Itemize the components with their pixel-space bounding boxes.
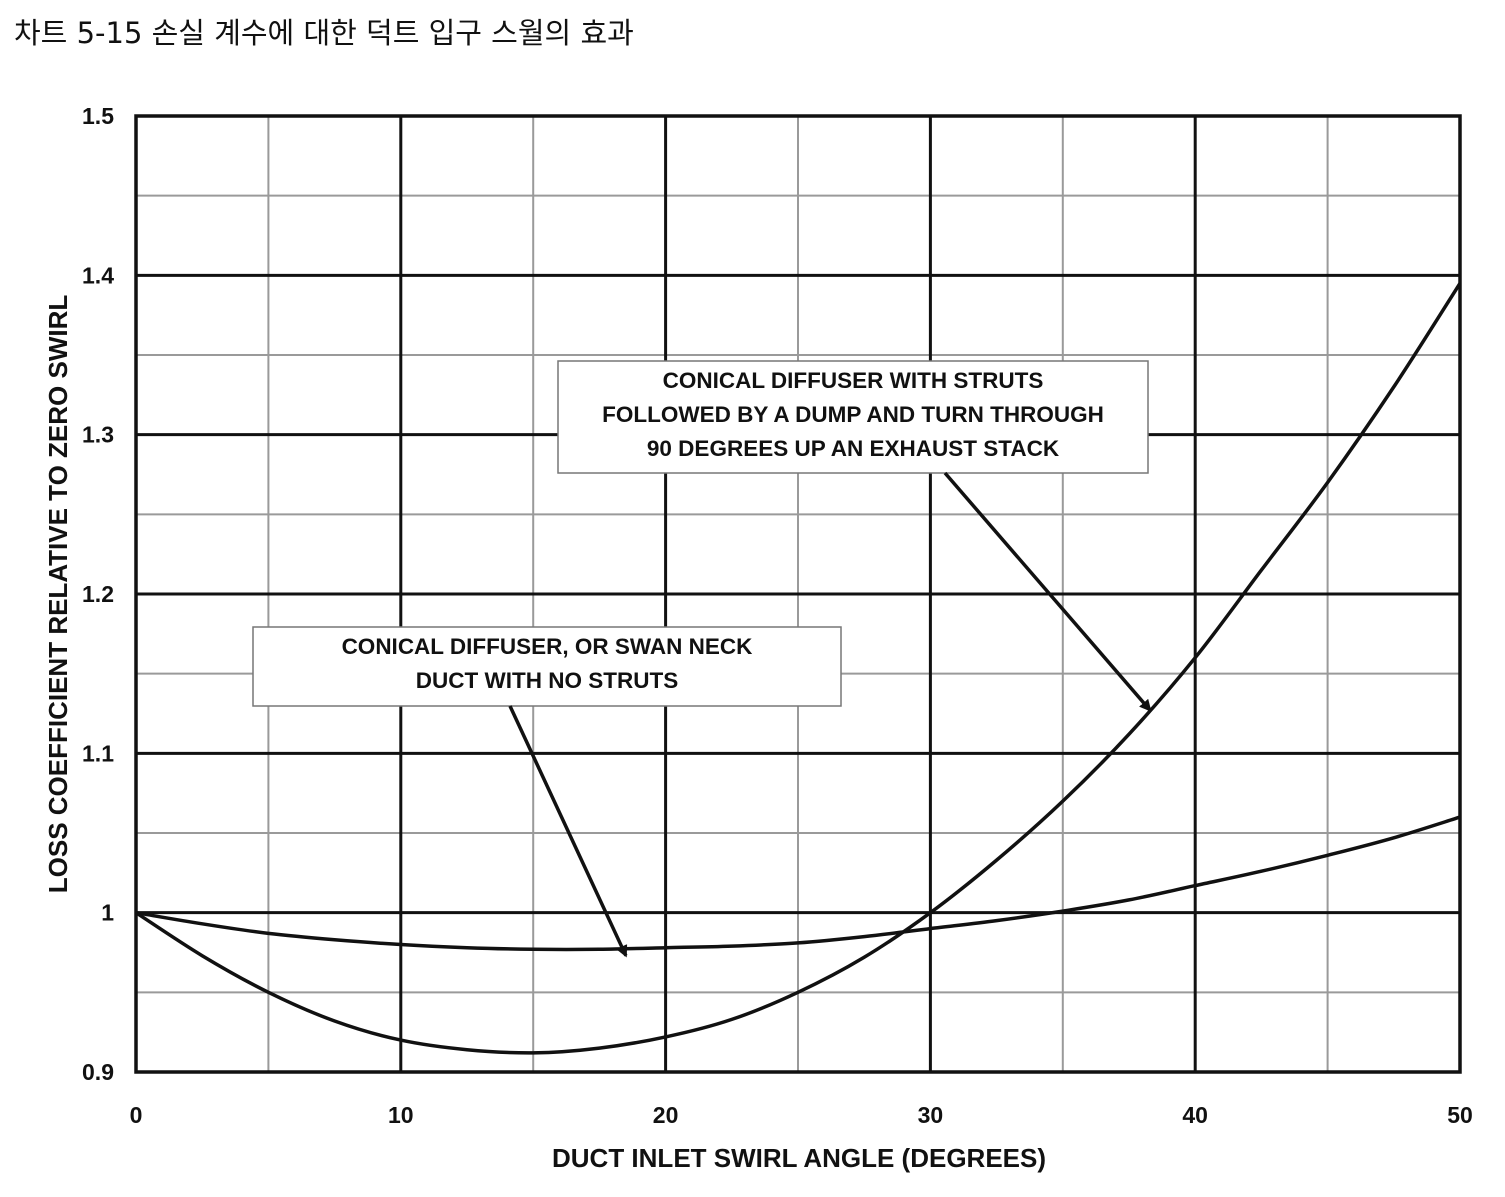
x-axis-label: DUCT INLET SWIRL ANGLE (DEGREES) bbox=[552, 1143, 1046, 1173]
annotation-text-line: DUCT WITH NO STRUTS bbox=[416, 668, 678, 693]
x-tick-label: 20 bbox=[653, 1102, 679, 1128]
annotation-callout-2: CONICAL DIFFUSER, OR SWAN NECK DUCT WITH … bbox=[252, 626, 842, 958]
plot-frame bbox=[134, 114, 1462, 1074]
x-tick-label: 0 bbox=[130, 1102, 143, 1128]
annotations-group: CONICAL DIFFUSER WITH STRUTS FOLLOWED BY … bbox=[252, 360, 1152, 958]
x-tick-label: 50 bbox=[1447, 1102, 1473, 1128]
annotation-arrow bbox=[508, 705, 628, 958]
y-tick-label: 1.2 bbox=[82, 581, 114, 607]
annotation-arrow bbox=[943, 471, 1152, 712]
y-tick-label: 1.3 bbox=[82, 422, 114, 448]
y-axis-label: LOSS COEFFICIENT RELATIVE TO ZERO SWIRL bbox=[43, 295, 73, 894]
y-tick-label: 1 bbox=[101, 900, 114, 926]
x-tick-label: 40 bbox=[1182, 1102, 1208, 1128]
series-line-1 bbox=[135, 815, 1461, 952]
y-tick-label: 1.4 bbox=[82, 262, 114, 288]
y-tick-label: 0.9 bbox=[82, 1059, 114, 1085]
x-tick-label: 30 bbox=[918, 1102, 944, 1128]
page-title: 차트 5-15 손실 계수에 대한 덕트 입구 스월의 효과 bbox=[14, 16, 634, 50]
annotation-box bbox=[252, 626, 842, 707]
y-tick-label: 1.5 bbox=[82, 103, 114, 129]
annotation-callout-1: CONICAL DIFFUSER WITH STRUTS FOLLOWED BY … bbox=[557, 360, 1152, 712]
annotation-text-line: CONICAL DIFFUSER, OR SWAN NECK bbox=[342, 634, 754, 659]
annotation-text-line: CONICAL DIFFUSER WITH STRUTS bbox=[663, 368, 1044, 393]
annotation-text-line: FOLLOWED BY A DUMP AND TURN THROUGH bbox=[602, 402, 1104, 427]
series-group bbox=[135, 282, 1462, 1055]
annotation-box bbox=[557, 360, 1149, 474]
y-tick-label: 1.1 bbox=[82, 740, 114, 766]
axes-group bbox=[134, 114, 1462, 1074]
annotation-text-line: 90 DEGREES UP AN EXHAUST STACK bbox=[647, 436, 1060, 461]
tick-labels: 0 10 20 30 40 50 0.9 1 1.1 1.2 1.3 1.4 1.5 bbox=[82, 103, 1473, 1128]
series-line-2 bbox=[135, 282, 1462, 1055]
x-tick-label: 10 bbox=[388, 1102, 414, 1128]
